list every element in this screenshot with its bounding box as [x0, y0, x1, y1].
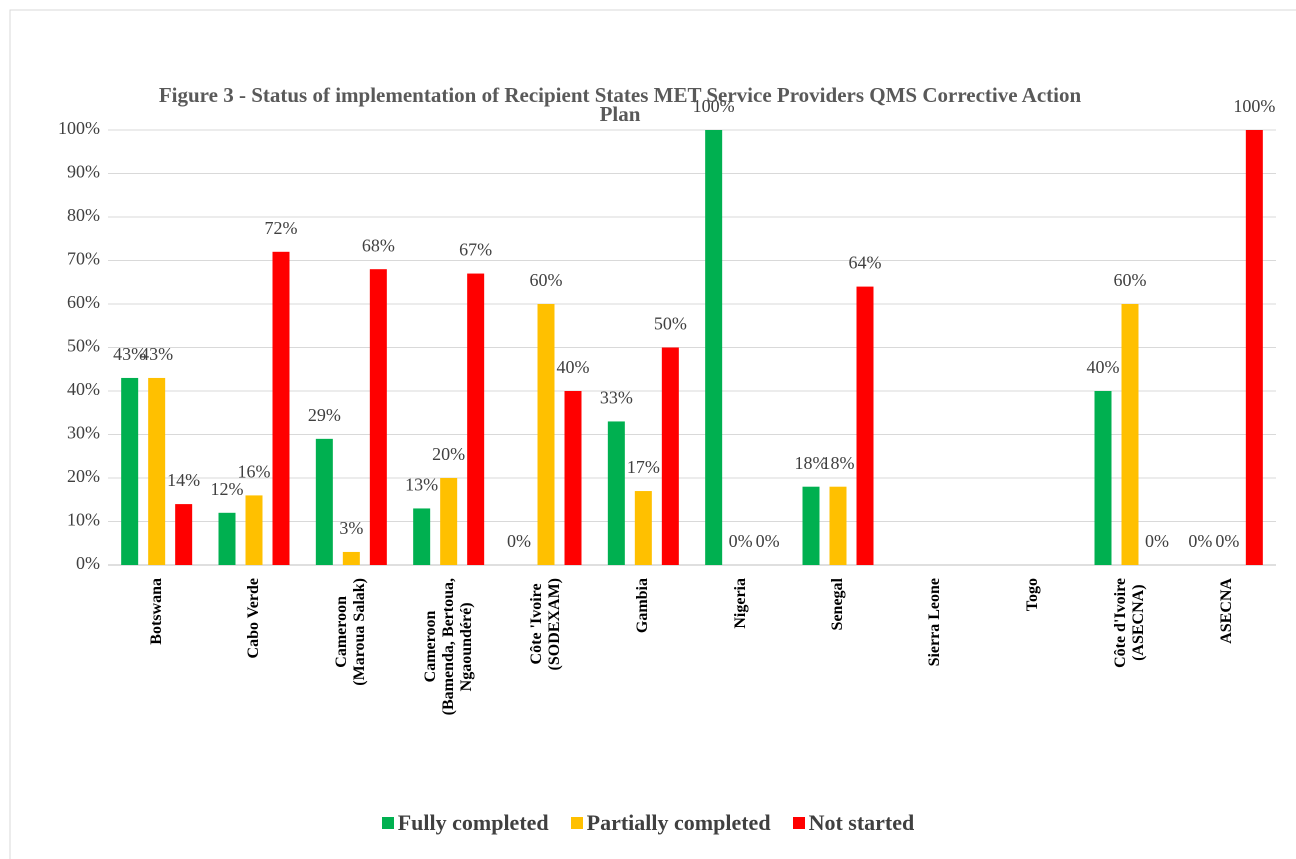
data-label: 16% [238, 462, 271, 482]
x-tick-label: Gambia [634, 578, 652, 634]
x-tick-label: Togo [1023, 578, 1041, 612]
bar [1121, 304, 1139, 565]
bar [121, 377, 139, 565]
data-label: 12% [211, 479, 244, 499]
x-tick-label: Sierra Leone [926, 578, 944, 667]
x-tick-label: ASECNA [1218, 578, 1236, 644]
bar [315, 438, 333, 565]
y-tick-label: 90% [67, 162, 100, 182]
bar [537, 304, 555, 565]
data-label: 0% [1215, 531, 1239, 551]
bar [661, 347, 679, 565]
data-label: 18% [822, 453, 855, 473]
y-tick-label: 50% [67, 336, 100, 356]
legend-item: Partially completed [570, 810, 771, 836]
data-label: 100% [1233, 96, 1275, 116]
legend: Fully completed Partially completed Not st… [0, 810, 1296, 836]
legend-item: Not started [792, 810, 915, 836]
bar [245, 495, 263, 565]
bar [1094, 391, 1112, 565]
chart-frame [9, 9, 1296, 859]
y-tick-label: 10% [67, 510, 100, 530]
bar [218, 512, 236, 565]
data-label: 72% [265, 218, 298, 238]
bar [467, 273, 485, 565]
y-tick-label: 30% [67, 423, 100, 443]
data-label: 18% [795, 453, 828, 473]
bar [369, 269, 387, 565]
bar [802, 486, 820, 565]
data-label: 29% [308, 405, 341, 425]
y-tick-label: 70% [67, 249, 100, 269]
data-label: 13% [405, 475, 438, 495]
bar [829, 486, 847, 565]
data-label: 0% [1145, 531, 1169, 551]
bar [148, 377, 166, 565]
data-label: 100% [693, 96, 735, 116]
legend-swatch [570, 817, 583, 829]
bar [1245, 130, 1263, 565]
data-label: 0% [1188, 531, 1212, 551]
bar [564, 391, 582, 565]
chart-title: Figure 3 - Status of implementation of R… [158, 83, 1082, 126]
bar [607, 421, 625, 565]
y-tick-label: 80% [67, 205, 100, 225]
x-tick-label: Botswana [147, 578, 165, 645]
legend-label: Fully completed [397, 810, 549, 835]
bar [175, 504, 193, 565]
data-label: 33% [600, 388, 633, 408]
data-label: 40% [1087, 357, 1120, 377]
data-label: 3% [339, 518, 363, 538]
legend-swatch [792, 817, 805, 829]
bar [342, 551, 360, 565]
bar [413, 508, 431, 565]
data-label: 67% [459, 240, 492, 260]
x-tick-label: Côte d'Ivoire (ASECNA) [1112, 578, 1147, 668]
bar [634, 491, 652, 565]
data-label: 68% [362, 235, 395, 255]
x-tick-label: Nigeria [731, 578, 749, 629]
legend-item: Fully completed [381, 810, 549, 836]
data-label: 0% [507, 531, 531, 551]
x-tick-label: Côte 'Ivoire (SODEXAM) [528, 578, 563, 671]
data-label: 43% [113, 344, 146, 364]
data-label: 14% [167, 470, 200, 490]
x-tick-label: Cameroon (Bamenda, Bertoua, Ngaoundéré) [421, 578, 475, 716]
data-label: 0% [756, 531, 780, 551]
bar [856, 286, 874, 565]
data-label: 17% [627, 457, 660, 477]
y-tick-label: 60% [67, 292, 100, 312]
x-tick-label: Senegal [829, 578, 846, 631]
bar [440, 478, 458, 565]
y-tick-label: 40% [67, 379, 100, 399]
legend-label: Partially completed [586, 810, 771, 835]
data-label: 64% [849, 253, 882, 273]
data-label: 40% [557, 357, 590, 377]
data-label: 20% [432, 444, 465, 464]
bar [705, 130, 723, 565]
y-tick-label: 20% [67, 466, 100, 486]
data-label: 60% [1114, 270, 1147, 290]
x-tick-label: Cameroon (Maroua Salak) [333, 578, 369, 686]
bar [272, 251, 290, 566]
data-label: 50% [654, 314, 687, 334]
data-label: 60% [530, 270, 563, 290]
legend-label: Not started [808, 810, 915, 835]
y-tick-label: 100% [58, 118, 100, 138]
legend-swatch [381, 817, 394, 829]
data-label: 0% [729, 531, 753, 551]
data-label: 43% [140, 344, 173, 364]
x-tick-label: Cabo Verde [245, 578, 262, 659]
y-tick-label: 0% [76, 553, 100, 573]
